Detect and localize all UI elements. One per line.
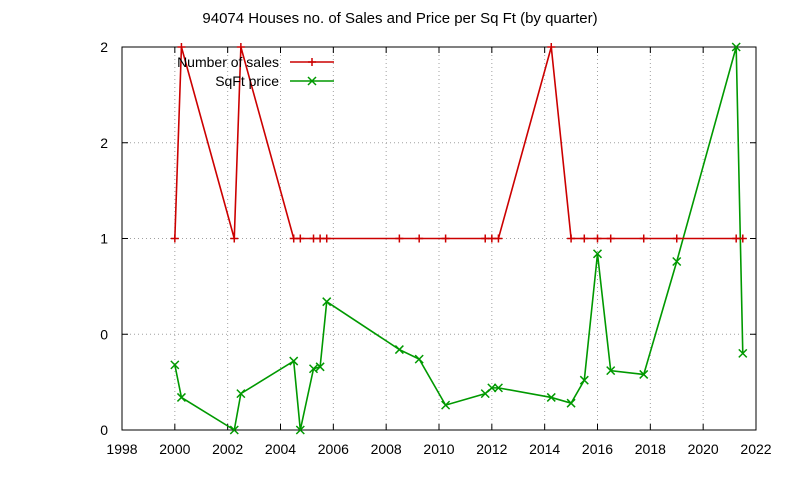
data-point [639, 369, 649, 379]
y-tick-label: 0 [100, 422, 108, 438]
data-point [493, 383, 503, 393]
legend-swatch-marker [307, 76, 317, 86]
data-point [289, 356, 299, 366]
y-tick-label: 2 [100, 135, 108, 151]
legend: Number of sales SqFt price [177, 54, 334, 89]
data-point [395, 234, 404, 243]
data-point [738, 348, 748, 358]
x-tick-label: 2002 [212, 441, 243, 457]
data-point [315, 362, 325, 372]
x-tick-label: 2012 [476, 441, 507, 457]
data-point [672, 234, 681, 243]
y-tick-label: 1 [100, 231, 108, 247]
x-tick-label: 2006 [318, 441, 349, 457]
data-point [415, 234, 424, 243]
data-series [170, 42, 748, 435]
data-point [295, 425, 305, 435]
chart-title: 94074 Houses no. of Sales and Price per … [202, 10, 597, 27]
y-tick-label: 2 [100, 39, 108, 55]
tick-labels: 1998 2000 2002 2004 2006 2008 2010 2012 2014 2016… [100, 39, 772, 457]
data-point [414, 354, 424, 364]
data-point [592, 249, 603, 259]
data-point [606, 366, 616, 376]
data-point [229, 425, 239, 435]
x-tick-label: 2010 [423, 441, 454, 457]
x-tick-label: 2016 [582, 441, 613, 457]
x-tick-label: 2014 [529, 441, 560, 457]
series-sqft-price [170, 42, 748, 435]
data-point [176, 392, 186, 402]
data-point [170, 234, 179, 243]
series-line [174, 46, 744, 432]
legend-label: Number of sales [177, 54, 279, 70]
series-number-of-sales [170, 43, 747, 243]
data-point [236, 389, 246, 399]
data-point [322, 297, 332, 307]
data-point [672, 256, 682, 267]
data-point [494, 234, 503, 243]
data-point [579, 375, 589, 385]
data-point [566, 398, 576, 408]
series-line [174, 46, 743, 240]
data-point [738, 234, 747, 243]
data-point [487, 383, 497, 393]
data-point [606, 234, 615, 243]
x-tick-label: 2018 [635, 441, 666, 457]
data-point [639, 234, 648, 243]
data-point [441, 400, 451, 410]
x-tick-label: 2022 [740, 441, 771, 457]
data-point [731, 42, 741, 52]
x-tick-label: 2004 [265, 441, 296, 457]
data-point [441, 234, 450, 243]
x-tick-label: 1998 [106, 441, 137, 457]
data-point [177, 43, 186, 51]
x-tick-label: 2000 [159, 441, 190, 457]
legend-swatch-marker [308, 58, 316, 66]
data-point [593, 234, 602, 243]
axes [121, 46, 757, 431]
data-point [580, 234, 589, 243]
data-point [322, 234, 331, 243]
x-tick-label: 2020 [688, 441, 719, 457]
data-point [546, 392, 556, 402]
data-point [547, 43, 556, 51]
data-point [567, 234, 576, 243]
data-point [296, 234, 305, 243]
data-point [236, 43, 245, 51]
x-tick-label: 2008 [371, 441, 402, 457]
data-point [308, 364, 319, 374]
data-point [230, 234, 239, 243]
data-point [170, 360, 180, 370]
data-point [394, 345, 404, 355]
legend-label: SqFt price [215, 73, 279, 89]
y-tick-label: 0 [100, 326, 108, 342]
plot-border [121, 46, 757, 431]
